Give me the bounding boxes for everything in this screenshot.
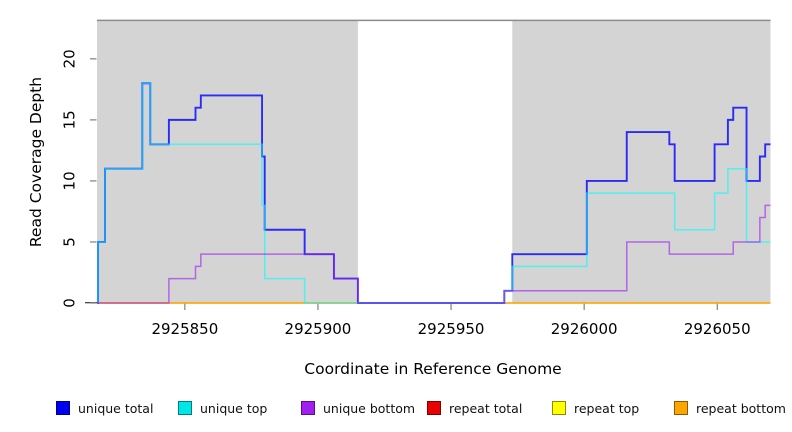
legend-item-unique-bottom: unique bottom	[301, 400, 415, 416]
y-axis-tick-label: 5	[61, 237, 79, 247]
x-axis-tick-label: 2925900	[285, 320, 352, 338]
x-axis-tick-label: 2925950	[418, 320, 485, 338]
x-axis-tick-label: 2926000	[551, 320, 618, 338]
series-unique-bottom	[97, 204, 771, 304]
legend-swatch-repeat-top	[552, 401, 566, 415]
legend-item-repeat-top: repeat top	[552, 400, 639, 416]
legend-swatch-unique-top	[178, 401, 192, 415]
legend-label-unique-total: unique total	[78, 400, 154, 416]
legend-label-repeat-bottom: repeat bottom	[696, 400, 786, 416]
no-data-gap-band	[357, 21, 513, 303]
legend-item-unique-top: unique top	[178, 400, 267, 416]
legend-label-repeat-top: repeat top	[574, 400, 640, 416]
legend-label-unique-top: unique top	[200, 400, 268, 416]
legend-swatch-unique-total	[56, 401, 70, 415]
legend-label-repeat-total: repeat total	[449, 400, 523, 416]
y-axis-tick-label: 20	[61, 49, 79, 68]
y-axis-tick-label: 15	[61, 110, 79, 129]
legend-swatch-unique-bottom	[301, 401, 315, 415]
y-axis-tick-label: 0	[61, 298, 79, 308]
legend-item-unique-total: unique total	[56, 400, 153, 416]
x-axis-tick-label: 2925850	[151, 320, 218, 338]
x-axis-title: Coordinate in Reference Genome	[304, 360, 562, 378]
y-axis-title: Read Coverage Depth	[27, 76, 45, 248]
legend-swatch-repeat-bottom	[674, 401, 688, 415]
legend-label-unique-bottom: unique bottom	[323, 400, 416, 416]
y-axis-tick-label: 10	[61, 171, 79, 190]
legend-swatch-repeat-total	[427, 401, 441, 415]
legend-item-repeat-total: repeat total	[427, 400, 522, 416]
x-axis-tick-label: 2926050	[684, 320, 751, 338]
legend-item-repeat-bottom: repeat bottom	[674, 400, 786, 416]
